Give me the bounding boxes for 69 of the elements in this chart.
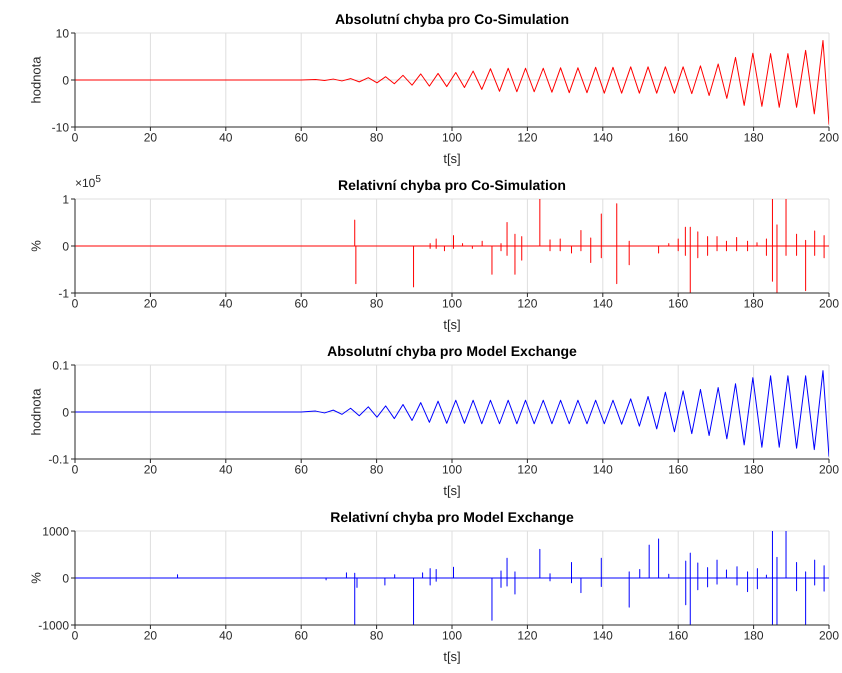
x-tick-label: 20 xyxy=(144,296,158,311)
text: ×10$^{5}$ xyxy=(75,174,101,190)
x-tick-label: 0 xyxy=(72,130,79,145)
y-axis-title: % xyxy=(28,240,44,252)
x-tick-label: 160 xyxy=(668,296,689,311)
x-tick-label: 60 xyxy=(294,296,308,311)
y-tick-label: 0 xyxy=(62,405,70,420)
x-tick-label: 0 xyxy=(72,628,79,643)
y-tick-label: 0 xyxy=(62,571,70,586)
y-tick-label: 0 xyxy=(62,239,70,254)
x-tick-label: 100 xyxy=(442,628,462,643)
y-tick-label: 10 xyxy=(56,26,70,40)
x-tick-label: 200 xyxy=(818,130,840,145)
x-axis-title: t[s] xyxy=(443,483,461,498)
y-tick-label: 1 xyxy=(62,192,70,206)
x-tick-label: 60 xyxy=(294,462,308,477)
y-tick-label: -1 xyxy=(58,286,70,300)
x-tick-label: 140 xyxy=(592,628,614,643)
x-tick-label: 160 xyxy=(668,462,689,477)
x-tick-label: 100 xyxy=(442,130,462,145)
x-tick-label: 200 xyxy=(818,462,840,477)
x-tick-label: 120 xyxy=(517,296,538,311)
x-tick-label: 80 xyxy=(370,462,384,477)
x-axis-title: t[s] xyxy=(443,649,461,664)
x-tick-label: 40 xyxy=(219,462,233,477)
y-tick-label: 1000 xyxy=(42,524,70,538)
x-tick-label: 40 xyxy=(219,130,233,145)
x-tick-label: 60 xyxy=(294,628,308,643)
x-tick-label: 80 xyxy=(370,130,384,145)
x-tick-label: 160 xyxy=(668,130,689,145)
y-tick-label: 0 xyxy=(62,73,70,88)
y-tick-label: -0.1 xyxy=(48,452,70,466)
y-tick-label: -1000 xyxy=(38,618,70,632)
chart-title: Relativní chyba pro Co-Simulation xyxy=(338,177,566,193)
x-tick-label: 120 xyxy=(517,628,538,643)
x-tick-label: 180 xyxy=(744,628,764,643)
x-tick-label: 160 xyxy=(668,628,689,643)
x-tick-label: 20 xyxy=(144,628,158,643)
x-axis-title: t[s] xyxy=(443,151,461,166)
x-tick-label: 80 xyxy=(370,628,384,643)
x-tick-label: 0 xyxy=(72,462,79,477)
x-tick-label: 200 xyxy=(818,296,840,311)
chart-title: Absolutní chyba pro Co-Simulation xyxy=(334,11,570,27)
x-tick-label: 80 xyxy=(370,296,384,311)
x-tick-label: 100 xyxy=(442,462,462,477)
y-axis-title: % xyxy=(28,572,44,584)
y-axis-title: hodnota xyxy=(28,56,44,104)
x-tick-label: 200 xyxy=(818,628,840,643)
x-tick-label: 140 xyxy=(592,462,614,477)
x-tick-label: 180 xyxy=(744,130,764,145)
y-tick-label: 0.1 xyxy=(52,358,70,372)
chart-title: Absolutní chyba pro Model Exchange xyxy=(326,343,578,359)
x-tick-label: 140 xyxy=(592,130,614,145)
x-axis-title: t[s] xyxy=(443,317,461,332)
x-tick-label: 60 xyxy=(294,130,308,145)
x-tick-label: 40 xyxy=(219,296,233,311)
x-tick-label: 140 xyxy=(592,296,614,311)
chart-title: Relativní chyba pro Model Exchange xyxy=(329,509,575,525)
x-tick-label: 180 xyxy=(744,296,764,311)
y-tick-label: -10 xyxy=(52,120,70,134)
x-tick-label: 120 xyxy=(517,462,538,477)
x-tick-label: 40 xyxy=(219,628,233,643)
x-tick-label: 180 xyxy=(744,462,764,477)
x-tick-label: 100 xyxy=(442,296,462,311)
x-tick-label: 20 xyxy=(144,462,158,477)
y-axis-title: hodnota xyxy=(28,388,44,436)
x-tick-label: 0 xyxy=(72,296,79,311)
x-tick-label: 120 xyxy=(517,130,538,145)
x-tick-label: 20 xyxy=(144,130,158,145)
